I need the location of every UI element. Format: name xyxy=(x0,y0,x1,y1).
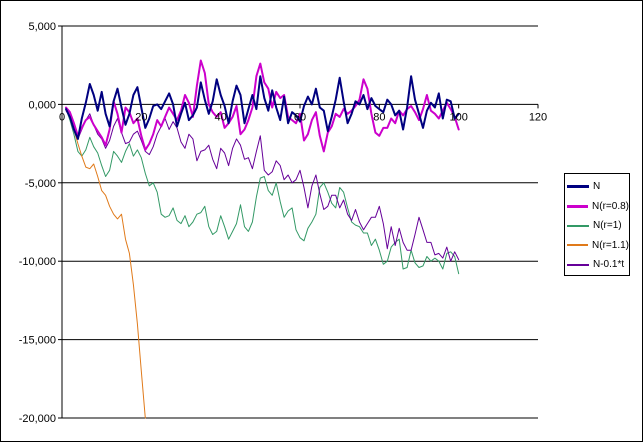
x-tick-label: 120 xyxy=(529,111,547,123)
legend-swatch-icon xyxy=(567,244,589,247)
legend-swatch-icon xyxy=(567,204,589,208)
axes xyxy=(58,25,539,419)
legend-item: N(r=0.8) xyxy=(567,197,629,217)
series-line xyxy=(65,108,146,419)
legend-swatch-icon xyxy=(567,263,589,266)
gridlines xyxy=(62,25,538,419)
legend-item: N xyxy=(567,177,629,197)
x-tick-label: 40 xyxy=(215,111,227,123)
legend: N N(r=0.8) N(r=1) N(r=1.1) N-0.1*t xyxy=(564,173,630,276)
series-group xyxy=(65,59,460,419)
legend-label: N xyxy=(593,181,601,193)
x-tick-label: 0 xyxy=(59,111,65,123)
y-tick-label: -20,000 xyxy=(19,413,56,425)
series-line xyxy=(65,108,460,275)
y-tick-label: -5,000 xyxy=(25,178,56,190)
legend-label: N(r=0.8) xyxy=(592,200,629,212)
x-tick-label: 80 xyxy=(373,111,385,123)
y-tick-label: -15,000 xyxy=(19,335,56,347)
series-line xyxy=(65,75,460,140)
x-axis-tick-labels: 0 20 40 60 80 100 120 xyxy=(59,111,547,123)
series-line xyxy=(65,110,460,262)
legend-item: N(r=1.1) xyxy=(567,236,629,256)
legend-label: N-0.1*t xyxy=(593,259,625,271)
legend-label: N(r=1) xyxy=(593,220,622,232)
y-axis-tick-labels: 5,000 0,000 -5,000 -10,000 -15,000 -20,000 xyxy=(19,21,56,425)
y-tick-label: -10,000 xyxy=(19,256,56,268)
y-tick-label: 5,000 xyxy=(28,21,56,33)
x-tick-label: 100 xyxy=(449,111,467,123)
x-tick-label: 60 xyxy=(294,111,306,123)
legend-swatch-icon xyxy=(567,185,589,189)
series-line xyxy=(65,59,460,153)
legend-item: N-0.1*t xyxy=(567,255,629,275)
legend-label: N(r=1.1) xyxy=(592,239,629,251)
x-tick-label: 20 xyxy=(135,111,147,123)
legend-item: N(r=1) xyxy=(567,216,629,236)
legend-swatch-icon xyxy=(567,224,589,227)
y-tick-label: 0,000 xyxy=(28,99,56,111)
